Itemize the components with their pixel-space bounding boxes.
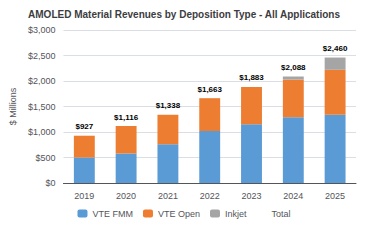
svg-text:$ Millions: $ Millions xyxy=(8,87,18,125)
svg-text:$0: $0 xyxy=(45,178,55,188)
svg-text:$1,116: $1,116 xyxy=(114,113,139,122)
svg-text:$500: $500 xyxy=(35,153,55,163)
svg-text:$2,088: $2,088 xyxy=(281,63,306,72)
svg-text:VTE Open: VTE Open xyxy=(158,209,200,219)
svg-text:$1,000: $1,000 xyxy=(28,127,56,137)
svg-text:2024: 2024 xyxy=(283,191,303,201)
svg-text:$1,338: $1,338 xyxy=(156,101,181,110)
svg-text:2020: 2020 xyxy=(116,191,136,201)
svg-text:$2,000: $2,000 xyxy=(28,76,56,86)
svg-text:VTE FMM: VTE FMM xyxy=(92,209,133,219)
svg-text:$1,663: $1,663 xyxy=(197,85,222,94)
svg-text:Inkjet: Inkjet xyxy=(225,209,247,219)
svg-text:2022: 2022 xyxy=(200,191,220,201)
svg-text:$2,500: $2,500 xyxy=(28,51,56,61)
svg-text:2023: 2023 xyxy=(241,191,261,201)
svg-text:$3,000: $3,000 xyxy=(28,25,56,35)
svg-text:Total: Total xyxy=(272,209,291,219)
svg-text:2021: 2021 xyxy=(158,191,178,201)
svg-text:$927: $927 xyxy=(75,122,93,131)
svg-text:2025: 2025 xyxy=(325,191,345,201)
svg-text:$1,500: $1,500 xyxy=(28,102,56,112)
svg-text:2019: 2019 xyxy=(74,191,94,201)
svg-text:$1,883: $1,883 xyxy=(239,73,264,82)
svg-text:$2,460: $2,460 xyxy=(323,44,348,53)
svg-text:AMOLED Material Revenues by De: AMOLED Material Revenues by Deposition T… xyxy=(28,9,340,20)
